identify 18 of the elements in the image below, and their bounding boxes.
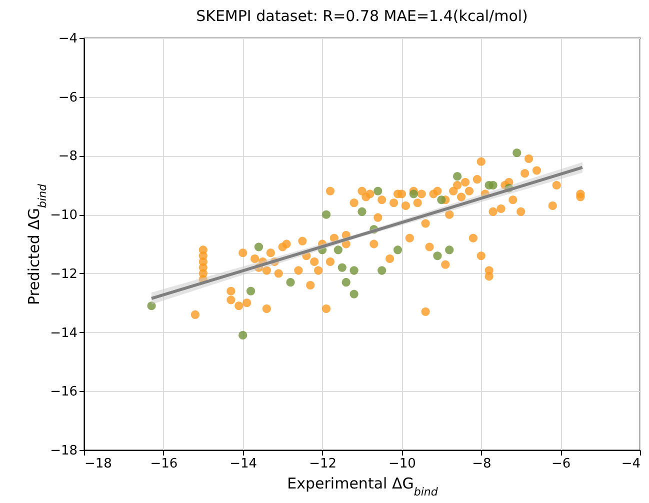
y-tick-label: −6 <box>58 90 78 106</box>
x-tick-label: −4 <box>621 456 640 472</box>
y-tick-label: −4 <box>58 32 78 46</box>
y-tick-label: −8 <box>58 149 78 164</box>
x-tick-label: −10 <box>388 456 416 472</box>
y-tick-label: −10 <box>50 208 78 224</box>
x-tick-label: −14 <box>230 456 258 472</box>
y-tick-label: −16 <box>50 384 78 400</box>
x-tick-label: −8 <box>472 456 492 472</box>
y-tick-label: −12 <box>50 266 78 282</box>
x-tick-label: −6 <box>551 456 571 472</box>
y-tick-label: −18 <box>50 444 78 458</box>
chart-title: SKEMPI dataset: R=0.78 MAE=1.4(kcal/mol) <box>196 7 528 25</box>
y-tick-label: −14 <box>50 326 78 341</box>
x-axis-title: Experimental ΔG$_{bind}$ <box>287 474 439 498</box>
x-tick-label: −16 <box>150 456 178 472</box>
x-tick-label: −18 <box>84 456 112 472</box>
x-tick-label: −12 <box>309 456 337 472</box>
